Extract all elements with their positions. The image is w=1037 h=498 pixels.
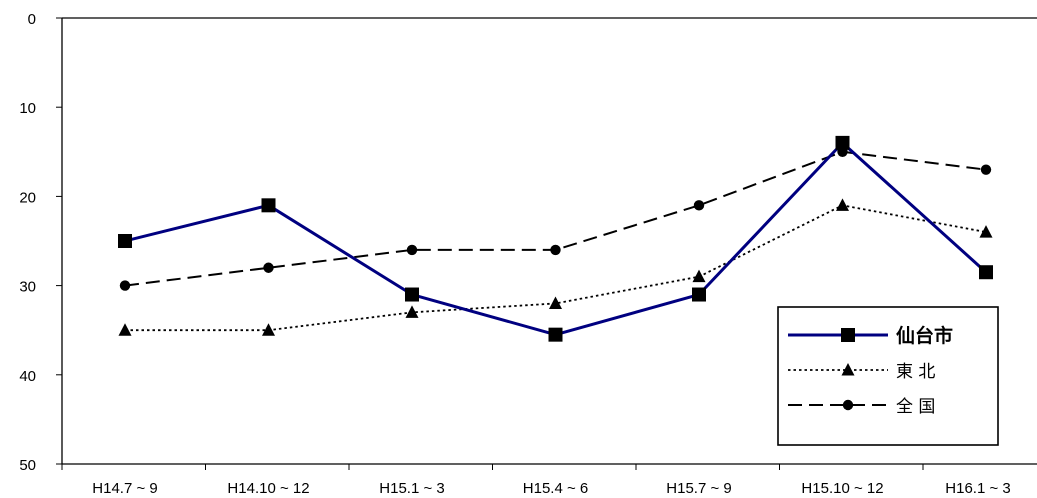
data-point [118,234,132,248]
y-tick-label: 30 [19,279,36,296]
data-point [692,269,706,283]
axes [61,17,1037,465]
x-tick-label: H15.4 ~ 6 [523,480,588,497]
series-0 [118,135,993,342]
data-point [979,225,993,238]
data-point [550,244,561,256]
data-point [262,323,275,336]
series-line [124,150,987,287]
data-point [406,244,418,256]
data-point [979,265,993,280]
data-point [980,164,992,175]
data-point [405,287,419,302]
legend-marker [842,399,854,411]
legend-label: 東 北 [896,362,935,382]
data-point [836,198,849,211]
data-point [835,135,850,150]
data-point [548,327,563,342]
data-point [549,296,562,309]
x-axis-ticks: H14.7 ~ 9 H14.10 ~ 12 H15.1 ~ 3 H15.4 ~ 6 H1… [61,464,1011,497]
legend-marker [841,363,855,376]
data-point [693,200,705,211]
legend-box [777,306,999,446]
data-point [119,280,131,291]
x-tick-label: H15.1 ~ 3 [379,480,444,497]
legend-label: 仙台市 [896,324,953,347]
x-tick-label: H16.1 ~ 3 [945,480,1010,497]
y-tick-label: 50 [19,457,36,474]
legend-marker [841,328,855,342]
series-group [118,135,993,342]
x-tick-label: H15.10 ~ 12 [801,480,883,497]
x-tick-label: H14.7 ~ 9 [92,480,157,497]
data-point [263,262,274,273]
y-axis-ticks: 0 10 20 30 40 50 [19,11,62,474]
y-tick-label: 0 [28,11,36,28]
legend-label: 全 国 [896,397,935,417]
data-point [692,287,706,302]
data-point [118,323,132,336]
data-point [261,198,276,213]
x-tick-label: H14.10 ~ 12 [227,480,309,497]
data-point [405,305,419,318]
series-2 [119,146,992,291]
y-tick-label: 20 [19,189,36,206]
y-tick-label: 40 [19,368,36,385]
y-tick-label: 10 [19,100,36,117]
x-tick-label: H15.7 ~ 9 [666,480,731,497]
series-1 [118,198,993,336]
